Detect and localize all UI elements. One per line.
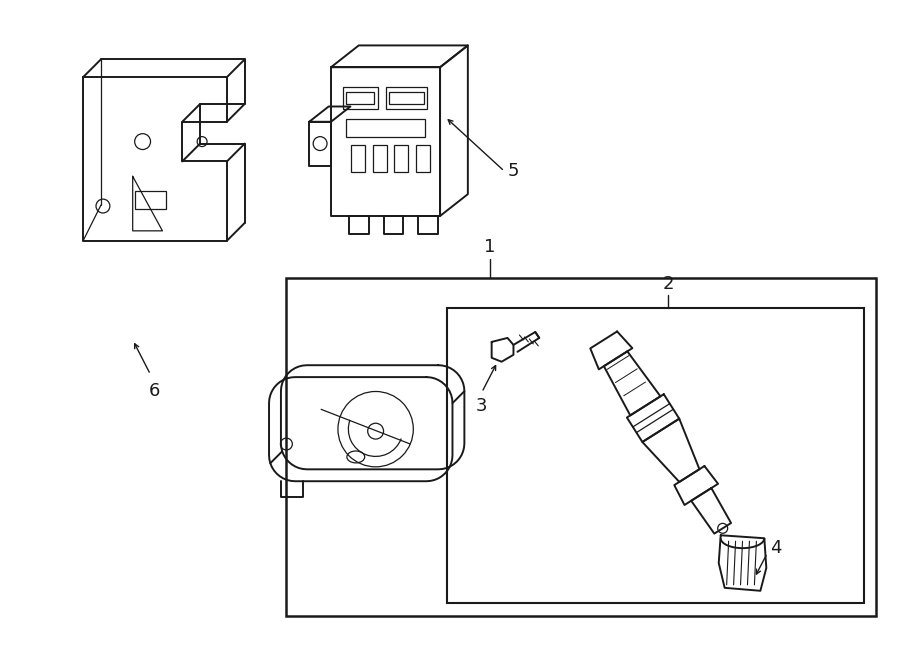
Text: 5: 5 <box>508 163 519 180</box>
Bar <box>346 119 425 137</box>
Text: 6: 6 <box>148 381 160 399</box>
Bar <box>343 87 378 109</box>
Bar <box>346 92 374 104</box>
Bar <box>385 87 428 109</box>
Text: 4: 4 <box>770 539 782 557</box>
Bar <box>417 145 430 173</box>
Bar <box>447 308 865 603</box>
Text: 1: 1 <box>484 238 495 256</box>
Bar <box>389 92 424 104</box>
Bar <box>394 145 409 173</box>
Text: 2: 2 <box>662 276 674 293</box>
Bar <box>286 278 877 615</box>
Text: 3: 3 <box>476 397 488 415</box>
Bar <box>351 145 364 173</box>
Bar <box>373 145 386 173</box>
Bar <box>135 191 166 209</box>
